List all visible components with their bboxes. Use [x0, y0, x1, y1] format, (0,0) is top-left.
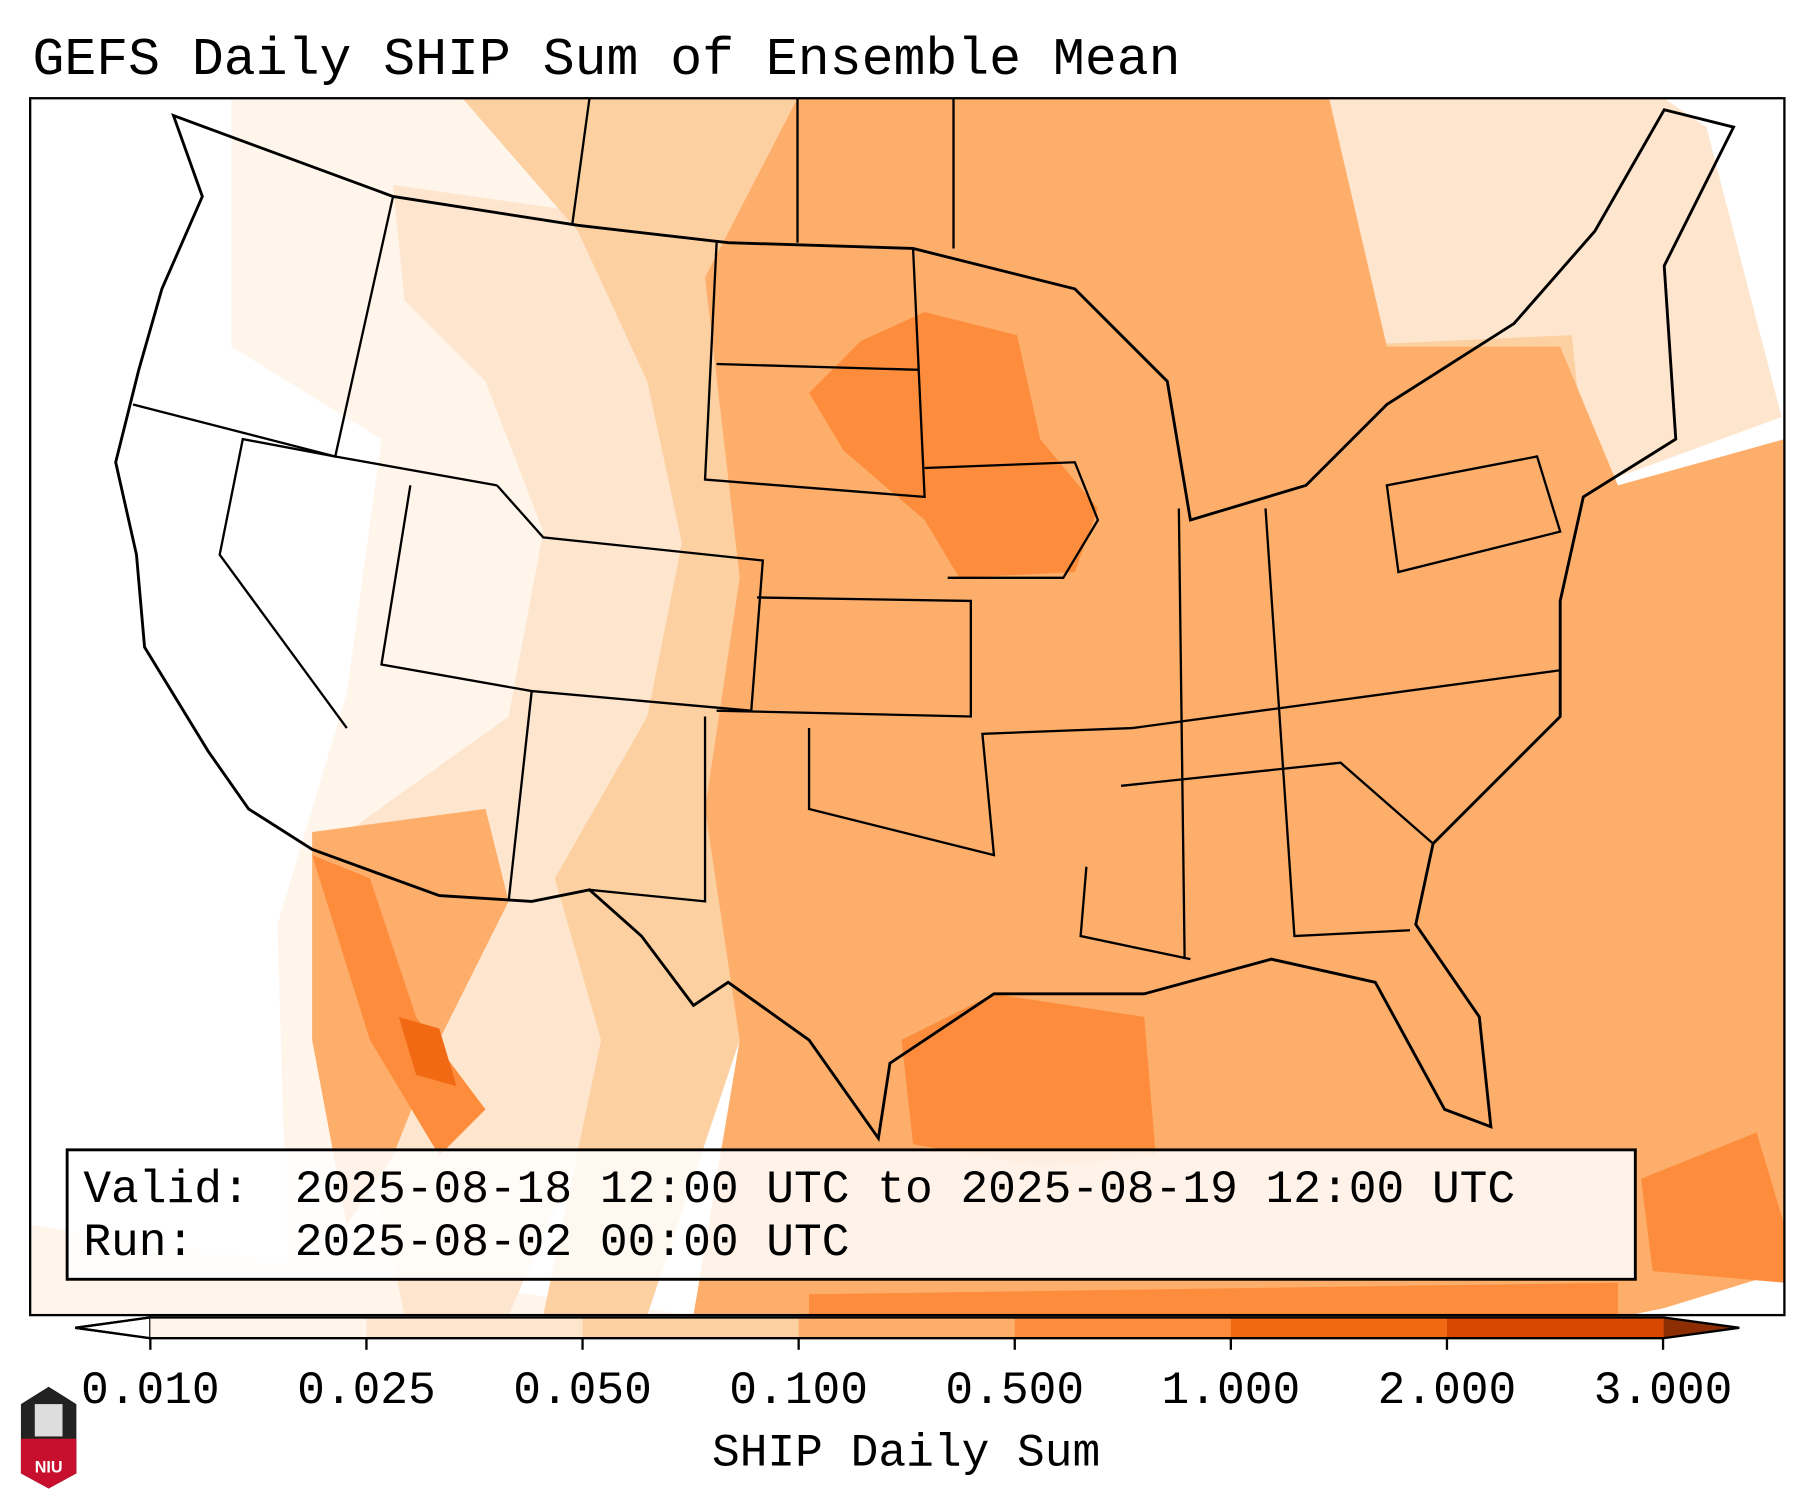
- shading-light: [30, 1224, 694, 1316]
- state-borders: [132, 98, 1562, 961]
- shading-dark: [809, 312, 1098, 578]
- valid-label: Valid:: [83, 1164, 249, 1216]
- colorbar-segment: [582, 1317, 800, 1339]
- colorbar-tick-label: 0.500: [945, 1365, 1084, 1417]
- figure-title: GEFS Daily SHIP Sum of Ensemble Mean: [32, 30, 1180, 90]
- colorbar-tick-label: 1.000: [1162, 1365, 1301, 1417]
- colorbar-extend-high: [1663, 1317, 1740, 1339]
- colorbar-extend-low: [75, 1316, 152, 1340]
- colorbar-tick-label: 0.025: [297, 1365, 436, 1417]
- colorbar-tick-label: 0.050: [513, 1365, 652, 1417]
- colorbar-label: SHIP Daily Sum: [712, 1427, 1100, 1479]
- map-frame: [29, 97, 1786, 1317]
- map-panel: [29, 97, 1786, 1317]
- shading-deep: [398, 1016, 457, 1087]
- colorbar-segment: [1446, 1317, 1664, 1339]
- niu-logo: NIU: [20, 1386, 77, 1489]
- colorbar-segment: [150, 1317, 368, 1339]
- colorbar-tick-label: 3.000: [1594, 1365, 1733, 1417]
- shading-dark: [901, 993, 1156, 1168]
- shading-dark: [809, 1282, 1618, 1316]
- colorbar-tick-label: 0.100: [729, 1365, 868, 1417]
- colorbar: 0.010 0.025 0.050 0.100 0.500 1.000 2.000 3.000: [75, 1316, 1740, 1417]
- colorbar-segment: [798, 1317, 1016, 1339]
- colorbar-segment: [366, 1317, 584, 1339]
- domain-edge: [1629, 1282, 1785, 1316]
- colorbar-tick-label: 0.010: [81, 1365, 220, 1417]
- run-label: Run:: [83, 1217, 194, 1269]
- info-box: Valid: 2025-08-18 12:00 UTC to 2025-08-1…: [65, 1148, 1637, 1281]
- valid-value: 2025-08-18 12:00 UTC to 2025-08-19 12:00…: [295, 1164, 1515, 1216]
- colorbar-segment: [1014, 1317, 1232, 1339]
- colorbar-segment: [1230, 1317, 1448, 1339]
- run-value: 2025-08-02 00:00 UTC: [295, 1217, 850, 1269]
- colorbar-tick-label: 2.000: [1378, 1365, 1517, 1417]
- shading-dark: [1641, 1132, 1785, 1283]
- logo-text: NIU: [35, 1458, 63, 1476]
- conus-outline: [114, 108, 1736, 1143]
